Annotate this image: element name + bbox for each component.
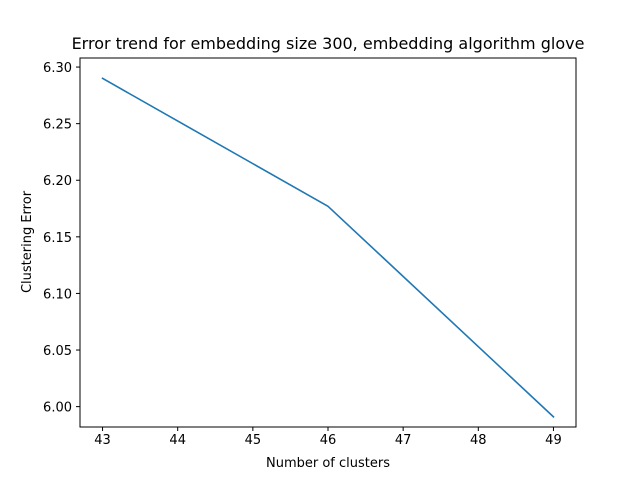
series-line xyxy=(101,77,555,418)
y-tick-label: 6.20 xyxy=(43,174,72,189)
plot-background xyxy=(80,58,576,427)
y-tick-label: 6.05 xyxy=(43,344,72,359)
y-tick-label: 6.15 xyxy=(43,231,72,246)
x-tick-label: 44 xyxy=(169,433,186,448)
y-tick-label: 6.00 xyxy=(43,401,72,416)
x-axis-ticks: 43 44 45 46 47 48 49 xyxy=(94,427,562,448)
x-tick-label: 47 xyxy=(395,433,412,448)
chart-title: Error trend for embedding size 300, embe… xyxy=(72,34,585,53)
y-tick-label: 6.30 xyxy=(43,61,72,76)
x-tick-label: 48 xyxy=(470,433,487,448)
x-tick-label: 46 xyxy=(320,433,337,448)
x-tick-label: 49 xyxy=(545,433,562,448)
y-tick-label: 6.25 xyxy=(43,118,72,133)
y-axis-label: Clustering Error xyxy=(20,190,35,293)
x-axis-label: Number of clusters xyxy=(266,456,390,471)
x-tick-label: 45 xyxy=(245,433,262,448)
y-axis-ticks: 6.00 6.05 6.10 6.15 6.20 6.25 6.30 xyxy=(43,61,80,416)
plot-area xyxy=(79,57,577,428)
x-tick-label: 43 xyxy=(94,433,111,448)
y-tick-label: 6.10 xyxy=(43,287,72,302)
series-layer xyxy=(101,77,555,418)
